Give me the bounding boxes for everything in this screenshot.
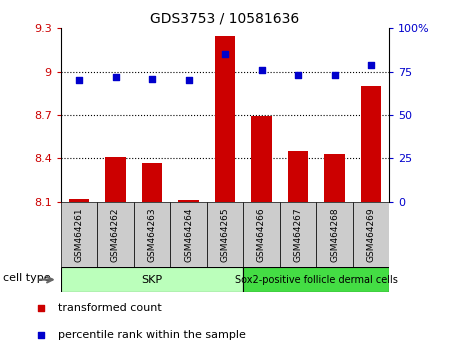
Text: GSM464263: GSM464263 (148, 207, 157, 262)
Point (294, 72, 302, 78)
Text: Sox2-positive follicle dermal cells: Sox2-positive follicle dermal cells (235, 275, 398, 285)
Bar (361, 86, 381, 202)
Text: GSM464262: GSM464262 (111, 207, 120, 262)
Point (221, 51, 229, 57)
Point (37, 306, 44, 311)
Bar (243, 202, 280, 267)
Point (331, 72, 338, 78)
Bar (134, 202, 170, 267)
Bar (207, 202, 243, 267)
Point (148, 76, 156, 81)
Bar (69, 199, 89, 202)
Text: GSM464265: GSM464265 (220, 207, 230, 262)
Text: GSM464269: GSM464269 (366, 207, 375, 262)
Bar (288, 151, 308, 202)
Text: GSM464261: GSM464261 (75, 207, 84, 262)
Point (112, 74, 119, 80)
Point (367, 62, 374, 68)
Text: GSM464266: GSM464266 (257, 207, 266, 262)
Text: percentile rank within the sample: percentile rank within the sample (58, 330, 247, 339)
Bar (179, 200, 198, 202)
Bar (61, 267, 243, 292)
Bar (324, 154, 345, 202)
Point (258, 67, 265, 73)
Bar (97, 202, 134, 267)
Text: SKP: SKP (141, 275, 162, 285)
Bar (61, 202, 97, 267)
Bar (280, 202, 316, 267)
Text: GSM464268: GSM464268 (330, 207, 339, 262)
Text: cell type: cell type (3, 273, 51, 284)
Text: transformed count: transformed count (58, 303, 162, 313)
Bar (252, 116, 271, 202)
Bar (316, 202, 353, 267)
Text: GSM464267: GSM464267 (293, 207, 302, 262)
Bar (215, 35, 235, 202)
Bar (170, 202, 207, 267)
Bar (142, 163, 162, 202)
Bar (353, 202, 389, 267)
Bar (243, 267, 389, 292)
Title: GDS3753 / 10581636: GDS3753 / 10581636 (150, 12, 300, 26)
Text: GSM464264: GSM464264 (184, 207, 193, 262)
Bar (105, 157, 126, 202)
Point (76, 78, 83, 83)
Point (185, 78, 192, 83)
Point (37, 332, 44, 337)
